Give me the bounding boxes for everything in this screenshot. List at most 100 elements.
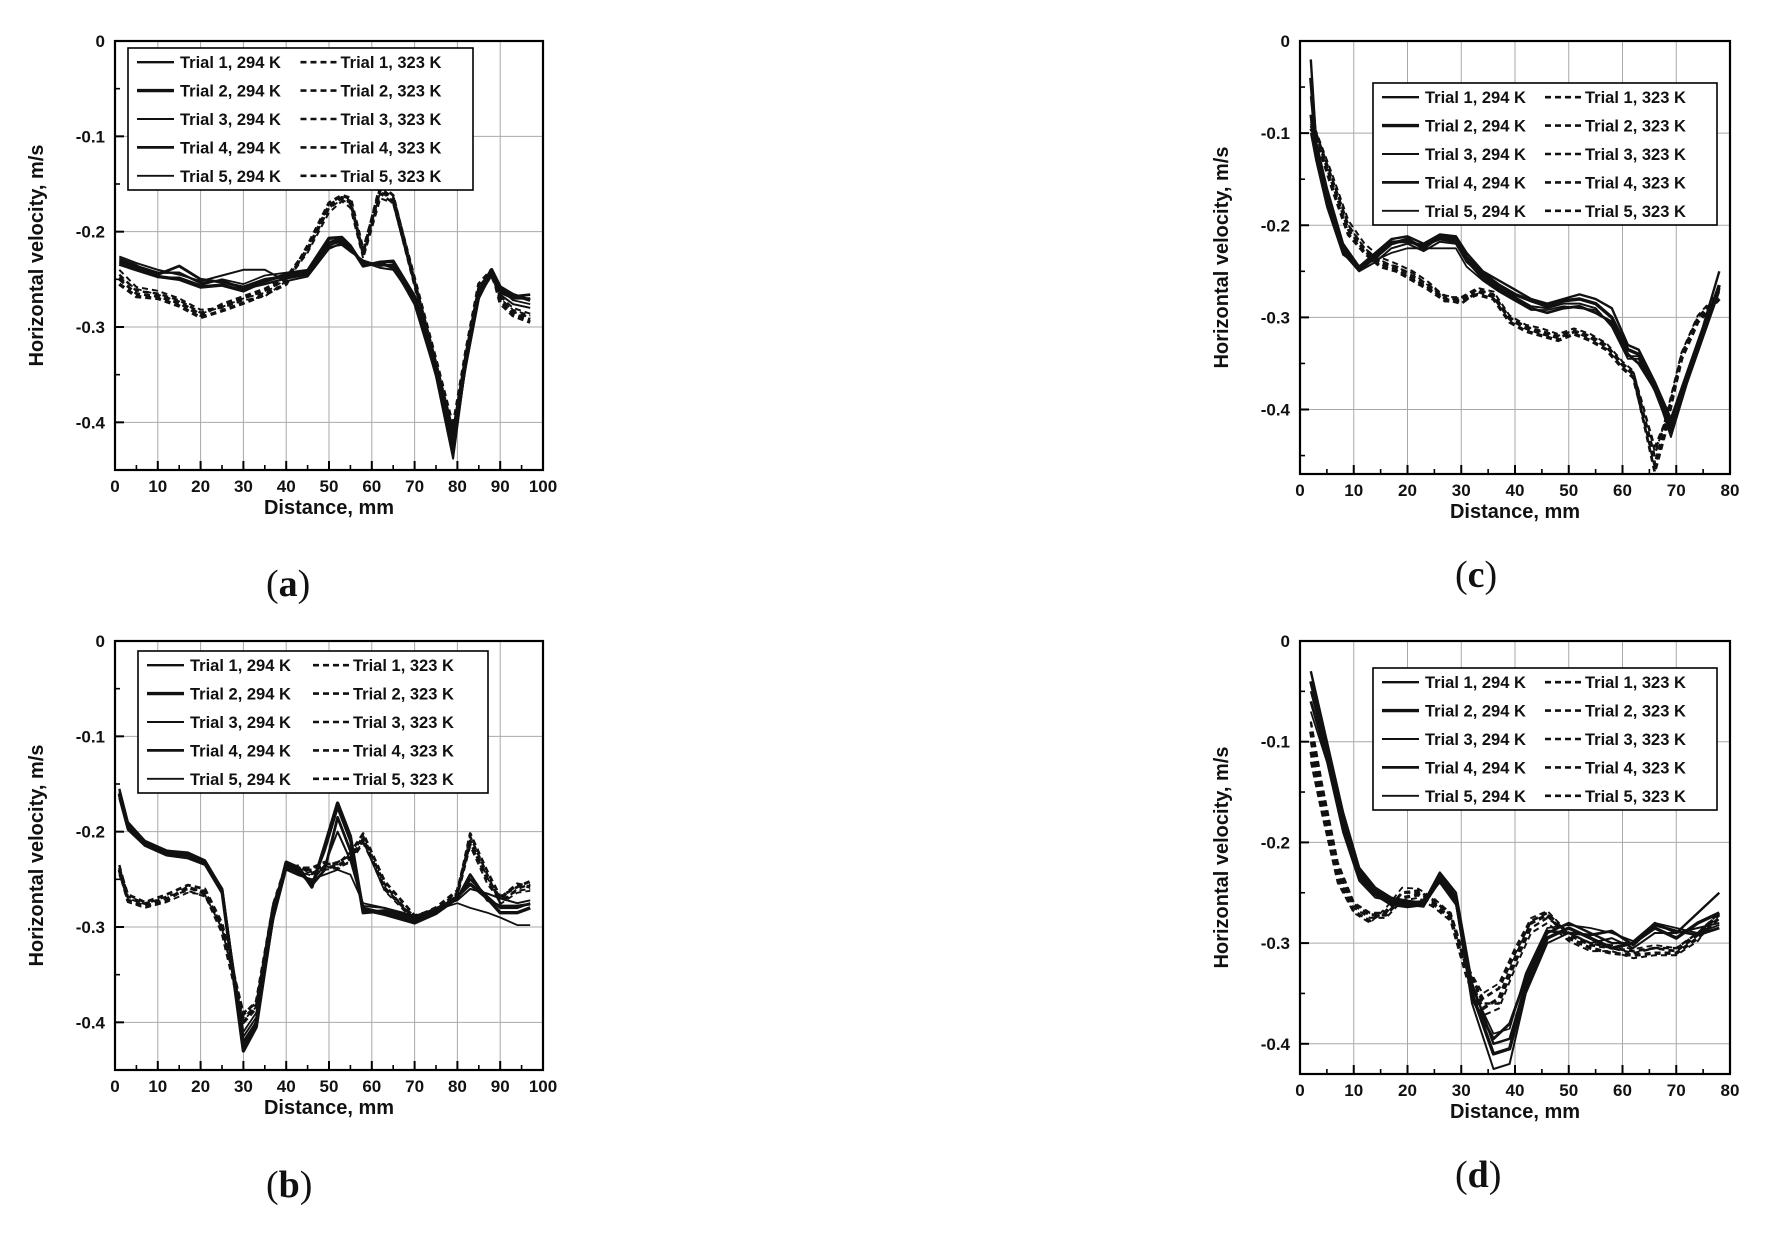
series-group [118,182,531,460]
series-line [1309,761,1720,995]
series-line [118,244,531,454]
legend-label: Trial 2, 323 K [341,83,442,101]
legend-label: Trial 2, 294 K [190,686,291,704]
x-tick-label: 80 [1721,1081,1740,1100]
x-tick-label: 70 [405,1077,424,1096]
series-line [117,837,531,1024]
x-tick-label: 40 [1506,481,1525,500]
x-tick-label: 0 [110,1077,119,1096]
legend-label: Trial 4, 323 K [1585,174,1686,192]
x-tick-label: 0 [110,477,119,496]
panel-label-c: (c) [1455,554,1498,596]
legend-label: Trial 3, 323 K [1585,146,1686,164]
legend-label: Trial 5, 323 K [1585,203,1686,221]
legend: Trial 1, 294 K Trial 1, 323 K Trial 2, 294… [127,47,474,191]
chart-panel-b: 0 10 20 30 40 50 60 70 80 90 100 0 -0.1 -0.2 -0.3 -0.4 D… [0,600,600,1160]
chart-panel-d: 0 10 20 30 40 50 60 70 80 0 -0.1 -0.2 -0.3 -0.4 Distan… [1180,600,1782,1160]
series-line [1309,711,1720,1035]
y-tick-label: -0.2 [76,823,105,842]
series-line [1309,751,1721,1000]
series-line [118,788,531,1043]
x-tick-label: 90 [491,1077,510,1096]
y-tick-label: -0.2 [76,223,105,242]
legend-label: Trial 2, 294 K [180,83,281,101]
x-tick-label: 10 [1344,1081,1363,1100]
legend-label: Trial 1, 323 K [1585,89,1686,107]
x-tick-label: 50 [1559,1081,1578,1100]
y-tick-label: -0.1 [76,727,105,746]
y-tick-label: -0.3 [1261,308,1290,327]
x-tick-label: 20 [191,477,210,496]
legend-label: Trial 1, 294 K [1425,674,1526,692]
legend-label: Trial 5, 294 K [1425,788,1526,806]
y-tick-label: -0.3 [1261,934,1290,953]
legend-label: Trial 1, 294 K [190,657,291,675]
legend-label: Trial 3, 294 K [1425,146,1526,164]
x-tick-label: 40 [277,1077,296,1096]
series-line [1309,731,1721,1011]
y-tick-label: 0 [96,32,105,51]
x-tick-label: 70 [1667,481,1686,500]
x-tick-label: 80 [448,1077,467,1096]
legend-label: Trial 3, 294 K [180,111,281,129]
y-axis-title: Horizontal velocity, m/s [1211,147,1233,369]
x-tick-label: 40 [1506,1081,1525,1100]
series-line [1309,701,1720,1041]
legend-label: Trial 4, 323 K [341,139,442,157]
chart-svg-d: 0 10 20 30 40 50 60 70 80 0 -0.1 -0.2 -0.3 -0.4 Distan… [1211,632,1740,1123]
legend-label: Trial 2, 323 K [1585,703,1686,721]
series-line [118,197,531,443]
x-tick-label: 30 [234,1077,253,1096]
legend-label: Trial 2, 294 K [1425,703,1526,721]
panel-label-b: (b) [266,1164,313,1206]
y-tick-label: -0.1 [1261,733,1290,752]
series-group [1309,59,1721,474]
x-tick-label: 10 [148,477,167,496]
series-line [1309,741,1721,1017]
legend-label: Trial 4, 294 K [190,742,291,760]
y-tick-label: -0.4 [76,413,106,432]
legend-label: Trial 4, 294 K [1425,174,1526,192]
x-tick-label: 0 [1295,481,1304,500]
chart-svg-b: 0 10 20 30 40 50 60 70 80 90 100 0 -0.1 -0.2 -0.3 -0.4 D… [26,632,557,1119]
series-line [118,840,531,1022]
legend-label: Trial 5, 323 K [341,168,442,186]
y-tick-label: -0.1 [76,127,105,146]
y-tick-label: -0.4 [1261,1035,1291,1054]
legend-label: Trial 2, 294 K [1425,118,1526,136]
chart-svg-c: 0 10 20 30 40 50 60 70 80 0 -0.1 -0.2 -0.3 -0.4 Distan… [1211,32,1739,523]
series-group [1309,670,1721,1070]
y-axis-title: Horizontal velocity, m/s [1211,747,1233,969]
x-tick-label: 80 [448,477,467,496]
x-tick-label: 60 [1613,481,1632,500]
chart-panel-a: 0 10 20 30 40 50 60 70 80 90 100 0 -0.1 -0.2 -0.3 -0.4 D… [0,0,600,560]
series-group [117,788,531,1053]
legend-label: Trial 4, 294 K [180,139,281,157]
legend-label: Trial 5, 323 K [353,771,454,789]
panel-label-a: (a) [266,563,311,605]
y-tick-label: -0.4 [1261,401,1291,420]
x-tick-label: 10 [1344,481,1363,500]
series-line [117,795,531,1048]
series-line [118,791,531,1033]
y-axis-title: Horizontal velocity, m/s [26,145,48,367]
legend-label: Trial 3, 323 K [341,111,442,129]
x-tick-label: 30 [234,477,253,496]
x-tick-label: 40 [277,477,296,496]
series-line [1309,691,1720,1070]
legend-label: Trial 1, 323 K [341,54,442,72]
x-axis-title: Distance, mm [264,1097,394,1119]
y-axis-title: Horizontal velocity, m/s [26,745,48,967]
legend-label: Trial 4, 323 K [353,742,454,760]
y-tick-label: 0 [1281,632,1290,651]
x-tick-label: 50 [320,1077,339,1096]
chart-panel-c: 0 10 20 30 40 50 60 70 80 0 -0.1 -0.2 -0.3 -0.4 Distan… [1180,0,1782,560]
x-axis-title: Distance, mm [264,497,394,519]
series-line [118,187,531,429]
series-line [118,190,531,441]
x-tick-label: 0 [1295,1081,1304,1100]
x-tick-label: 60 [362,1077,381,1096]
x-axis-title: Distance, mm [1450,501,1580,523]
y-tick-label: -0.3 [76,318,105,337]
series-line [1309,132,1721,439]
